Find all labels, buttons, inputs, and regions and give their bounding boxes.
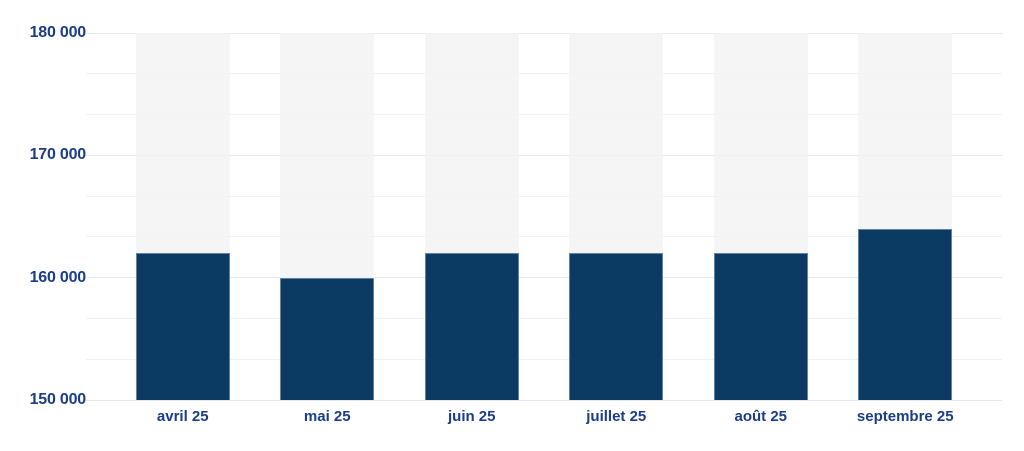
- gridline-major: [86, 399, 1002, 401]
- y-tick-label: 150 000: [29, 391, 87, 408]
- gridline-minor: [86, 195, 1002, 197]
- gridline-minor: [86, 358, 1002, 360]
- x-tick-label: septembre 25: [856, 408, 954, 425]
- bar-juillet 25[interactable]: [569, 253, 664, 400]
- gridline-major: [86, 154, 1002, 156]
- gridline-major: [86, 32, 1002, 34]
- bar-mai 25[interactable]: [280, 277, 375, 400]
- x-tick-label: août 25: [734, 408, 787, 425]
- bar-juin 25[interactable]: [424, 253, 519, 400]
- bar-août 25[interactable]: [713, 253, 808, 400]
- gridline-minor: [86, 317, 1002, 319]
- gridline-major: [86, 277, 1002, 279]
- gridline-minor: [86, 73, 1002, 75]
- gridline-minor: [86, 236, 1002, 238]
- bar-septembre 25[interactable]: [858, 228, 953, 400]
- x-tick-label: juillet 25: [586, 408, 647, 425]
- y-tick-label: 180 000: [29, 24, 87, 41]
- plot-area: [86, 32, 1002, 401]
- x-tick-label: mai 25: [303, 408, 351, 425]
- y-tick-label: 170 000: [29, 146, 87, 164]
- gridline-minor: [86, 114, 1002, 116]
- x-tick-label: juin 25: [447, 408, 496, 425]
- bar-avril 25[interactable]: [135, 253, 230, 400]
- y-tick-label: 160 000: [29, 268, 87, 286]
- x-tick-label: avril 25: [156, 408, 209, 425]
